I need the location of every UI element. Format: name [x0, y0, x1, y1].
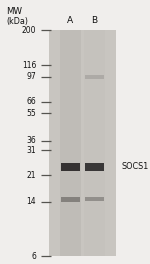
Text: 66: 66	[26, 97, 36, 106]
Bar	[85, 163, 104, 171]
Text: 97: 97	[26, 72, 36, 81]
Bar	[84, 30, 105, 256]
Text: 14: 14	[27, 197, 36, 206]
Text: 31: 31	[27, 146, 36, 155]
Text: 116: 116	[22, 61, 36, 70]
Text: 36: 36	[26, 136, 36, 145]
Text: SOCS1: SOCS1	[122, 162, 149, 171]
Bar	[85, 75, 104, 79]
Text: A: A	[67, 16, 73, 25]
Bar	[60, 30, 81, 256]
Bar	[61, 163, 80, 171]
Text: B: B	[92, 16, 98, 25]
Text: MW: MW	[7, 7, 22, 16]
Bar	[61, 197, 80, 202]
Text: 6: 6	[31, 252, 36, 261]
Bar	[85, 197, 104, 201]
Text: 21: 21	[27, 171, 36, 180]
Text: 55: 55	[26, 109, 36, 118]
Text: (kDa): (kDa)	[7, 17, 28, 26]
Text: 200: 200	[22, 26, 36, 35]
Bar	[49, 30, 116, 256]
